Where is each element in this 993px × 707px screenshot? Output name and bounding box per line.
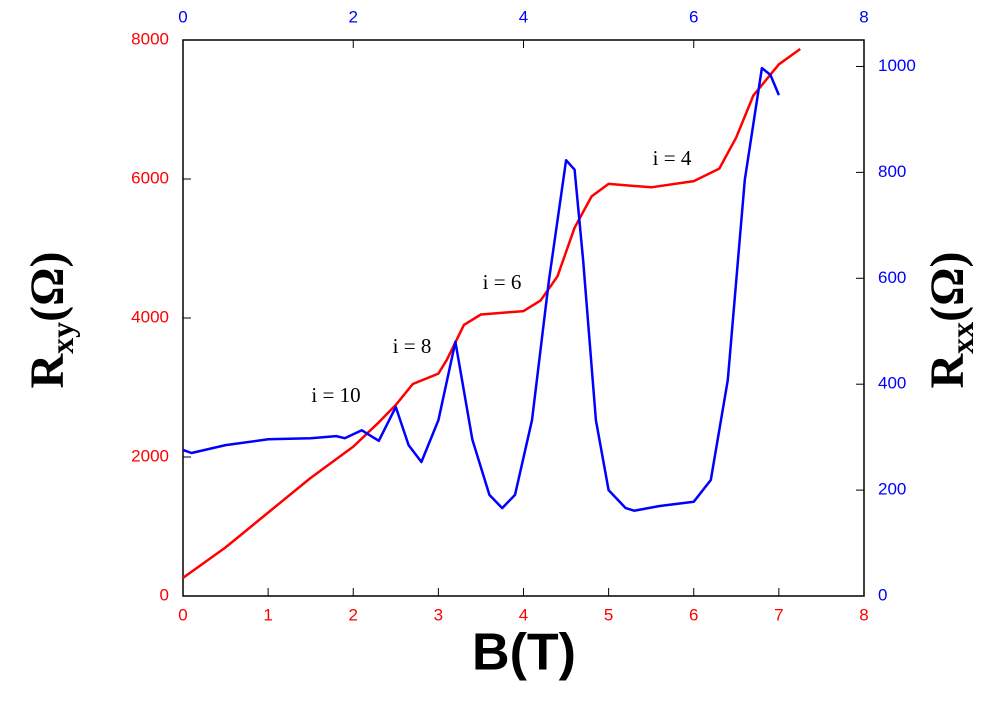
x-tick-label: 0 (178, 605, 187, 624)
x-tick-label: 8 (859, 605, 868, 624)
x-axis-title: B(T) (472, 624, 576, 682)
x-tick-label: 6 (689, 605, 698, 624)
plot-frame (182, 39, 865, 597)
y2-axis-title-unit: (Ω) (921, 251, 974, 321)
y-axis-title-main: R (21, 353, 74, 389)
y-axis-title-sub: xy (44, 322, 80, 354)
x-tick-label: 2 (349, 605, 358, 624)
y2-tick-label: 200 (878, 480, 906, 499)
y2-tick-label: 0 (878, 585, 887, 604)
y-tick-label: 2000 (131, 446, 169, 465)
x2-tick-label: 4 (519, 7, 528, 26)
y-tick-label: 0 (160, 585, 169, 604)
data-line (182, 47, 801, 579)
x-tick-label: 3 (434, 605, 443, 624)
annotation: i = 10 (311, 383, 360, 407)
x-tick-label: 7 (774, 605, 783, 624)
data-line (182, 66, 781, 512)
y2-tick-label: 600 (878, 268, 906, 287)
y-axis-title-unit: (Ω) (21, 251, 74, 321)
annotation: i = 8 (393, 334, 432, 358)
y-tick-label: 4000 (131, 307, 169, 326)
y2-axis-title-sub: xx (944, 322, 980, 354)
y2-axis-title-main: R (921, 353, 974, 389)
y2-tick-label: 800 (878, 162, 906, 181)
y-tick-label: 8000 (131, 29, 169, 48)
x2-tick-label: 6 (689, 7, 698, 26)
x-tick-label: 5 (604, 605, 613, 624)
y2-axis-title: Rxx(Ω) (921, 251, 980, 388)
annotation: i = 4 (653, 146, 692, 170)
y2-tick-label: 400 (878, 374, 906, 393)
x2-tick-label: 8 (859, 7, 868, 26)
y-tick-label: 6000 (131, 168, 169, 187)
y-axis-title: Rxy(Ω) (21, 251, 80, 388)
x2-tick-label: 0 (178, 7, 187, 26)
x-tick-label: 1 (263, 605, 272, 624)
annotation: i = 6 (483, 270, 522, 294)
x2-tick-label: 2 (349, 7, 358, 26)
x-tick-label: 4 (519, 605, 528, 624)
y2-tick-label: 1000 (878, 56, 916, 75)
